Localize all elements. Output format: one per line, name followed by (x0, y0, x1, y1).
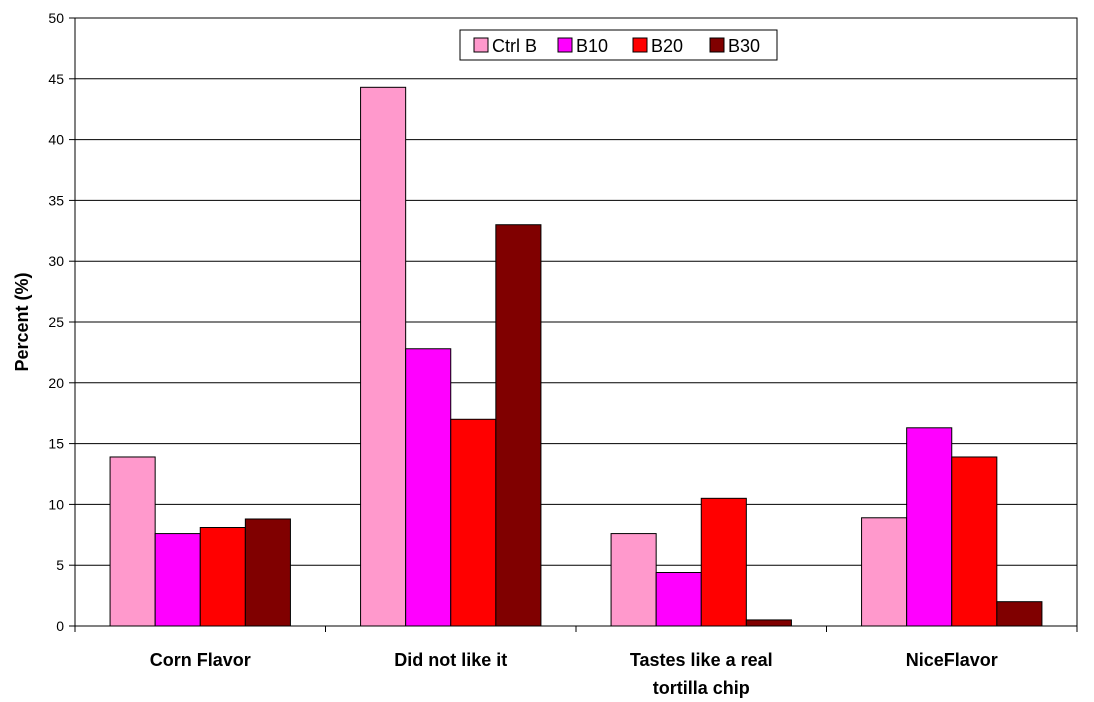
category-label: Tastes like a real (630, 650, 773, 670)
bar (610, 533, 657, 627)
y-tick-label: 35 (48, 192, 64, 208)
category-label: tortilla chip (653, 678, 750, 698)
legend-swatch (473, 37, 489, 53)
y-axis-label: Percent (%) (12, 272, 32, 371)
y-tick-label: 0 (56, 618, 64, 634)
bars (109, 86, 1043, 627)
y-tick-label: 45 (48, 71, 64, 87)
bar (906, 427, 953, 627)
legend-label: B10 (576, 36, 608, 56)
y-tick-label: 30 (48, 253, 64, 269)
category-labels: Corn Flavor Did not like it Tastes like a … (150, 650, 998, 698)
bar (244, 518, 291, 627)
y-tick-label: 15 (48, 436, 64, 452)
bar (861, 517, 908, 627)
bar (745, 619, 792, 627)
legend-swatch (632, 37, 648, 53)
category-label: NiceFlavor (906, 650, 998, 670)
y-tick-label: 5 (56, 557, 64, 573)
y-axis-ticks: 0 5 10 15 20 25 30 35 40 45 50 (48, 10, 75, 634)
y-tick-label: 20 (48, 375, 64, 391)
bar (951, 456, 998, 627)
bar (109, 456, 156, 627)
y-tick-label: 40 (48, 132, 64, 148)
bar (199, 527, 246, 627)
bar (495, 224, 542, 627)
bar (655, 571, 702, 627)
y-tick-label: 50 (48, 10, 64, 26)
bar (154, 533, 201, 627)
bar (360, 86, 407, 627)
legend-swatch (557, 37, 573, 53)
axes (74, 17, 1078, 632)
y-tick-label: 25 (48, 314, 64, 330)
bar (700, 497, 747, 627)
legend-label: B20 (651, 36, 683, 56)
bar (996, 601, 1043, 627)
category-label: Did not like it (394, 650, 507, 670)
bar (450, 418, 497, 627)
legend-label: B30 (728, 36, 760, 56)
bar (405, 348, 452, 627)
legend-label: Ctrl B (492, 36, 537, 56)
y-tick-label: 10 (48, 496, 64, 512)
legend-swatch (709, 37, 725, 53)
category-label: Corn Flavor (150, 650, 251, 670)
legend: Ctrl B B10 B20 B30 (459, 29, 778, 61)
